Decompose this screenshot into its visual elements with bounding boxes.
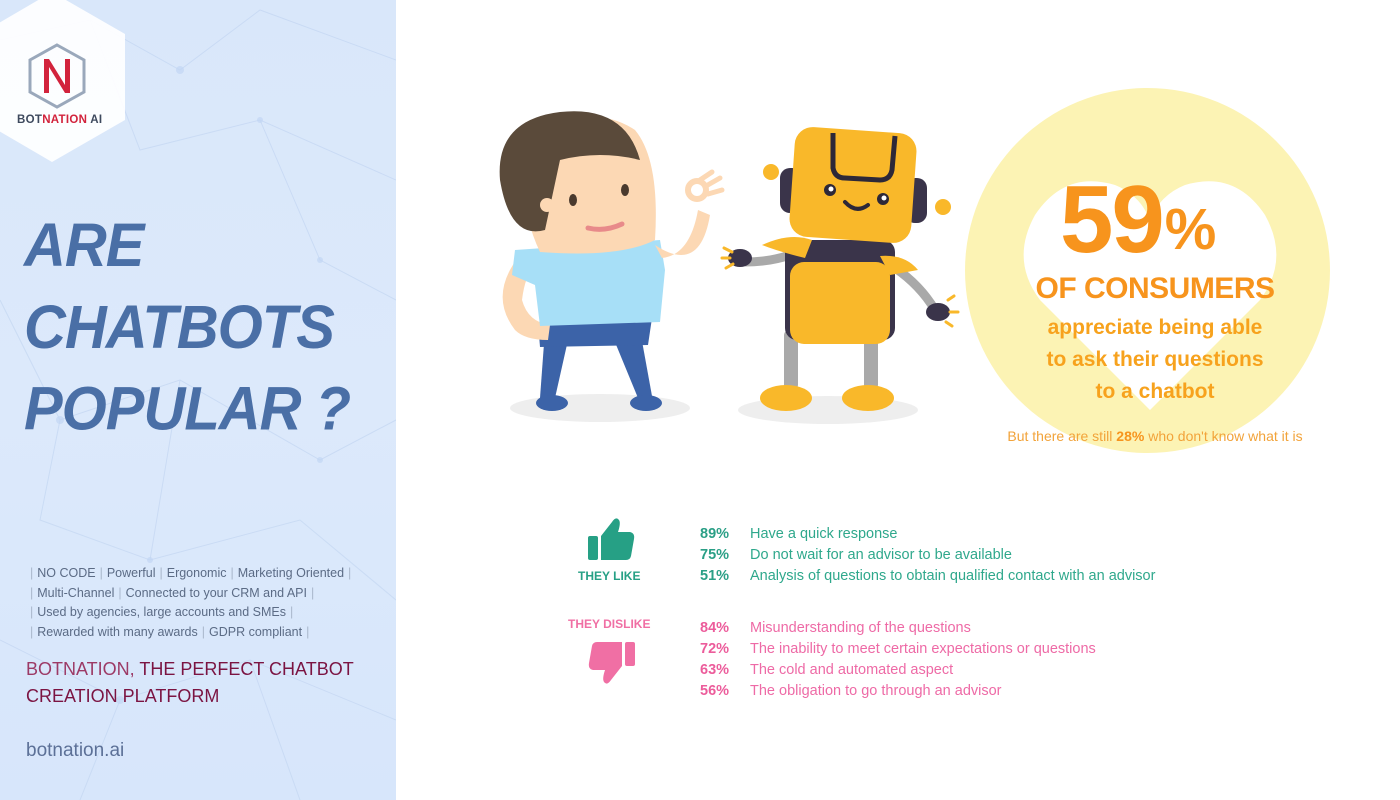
stat-footnote: But there are still 28% who don't know w… (1007, 428, 1303, 444)
headline-line-3: POPULAR ? (24, 375, 351, 444)
heart-shape (1023, 181, 1277, 410)
feature-row: | Multi-Channel | Connected to your CRM and… (30, 585, 315, 600)
they-dislike-label: THEY DISLIKE (568, 617, 651, 631)
feature-row: | Rewarded with many awards | GDPR complian… (30, 624, 310, 639)
they-like-label: THEY LIKE (578, 569, 641, 583)
feature-list: | NO CODE | Powerful | Ergonomic | Marketing Or… (26, 564, 355, 642)
brand-name: BOTNATION AI (17, 114, 103, 126)
tagline: BOTNATION, THE PERFECT CHATBOT CREATION … (26, 659, 354, 706)
like-item: 89% Have a quick response (700, 526, 898, 542)
main-stat-headline: OF CONSUMERS (1035, 272, 1275, 305)
main-stat-value: 59% (1060, 166, 1216, 273)
feature-row: | Used by agencies, large accounts and SM… (30, 605, 294, 619)
dislike-item: 63% The cold and automated aspect (700, 662, 954, 678)
dislike-item: 72% The inability to meet certain expecta… (700, 641, 1096, 657)
thumbs-down-icon (588, 642, 635, 684)
headline-line-2: CHATBOTS (24, 293, 335, 362)
likes-list: 89% Have a quick response 75% Do not wait … (700, 524, 1155, 587)
boy-figure (499, 111, 725, 411)
headline-line-1: ARE (24, 211, 144, 280)
page-title: ARE CHATBOTS POPULAR ? (24, 205, 351, 451)
boy-and-robot-illustration (499, 111, 960, 424)
botnation-logo-icon (28, 43, 86, 109)
dislike-item: 84% Misunderstanding of the questions (700, 620, 971, 636)
thumbs-up-icon (588, 518, 635, 560)
left-panel: BOTNATION AI ARE CHATBOTS POPULAR ? | NO … (0, 0, 396, 800)
website-link[interactable]: botnation.ai (26, 740, 125, 761)
robot-figure (720, 127, 960, 411)
like-item: 51% Analysis of questions to obtain quali… (700, 568, 1156, 584)
feature-row: | NO CODE | Powerful | Ergonomic | Marketing Or… (30, 566, 352, 580)
main-stat-description: appreciate being able to ask their quest… (1046, 316, 1264, 403)
dislikes-list: 84% Misunderstanding of the questions 72%… (700, 618, 1096, 702)
dislike-item: 56% The obligation to go through an advis… (700, 683, 1002, 699)
like-item: 75% Do not wait for an advisor to be avai… (700, 547, 1012, 563)
